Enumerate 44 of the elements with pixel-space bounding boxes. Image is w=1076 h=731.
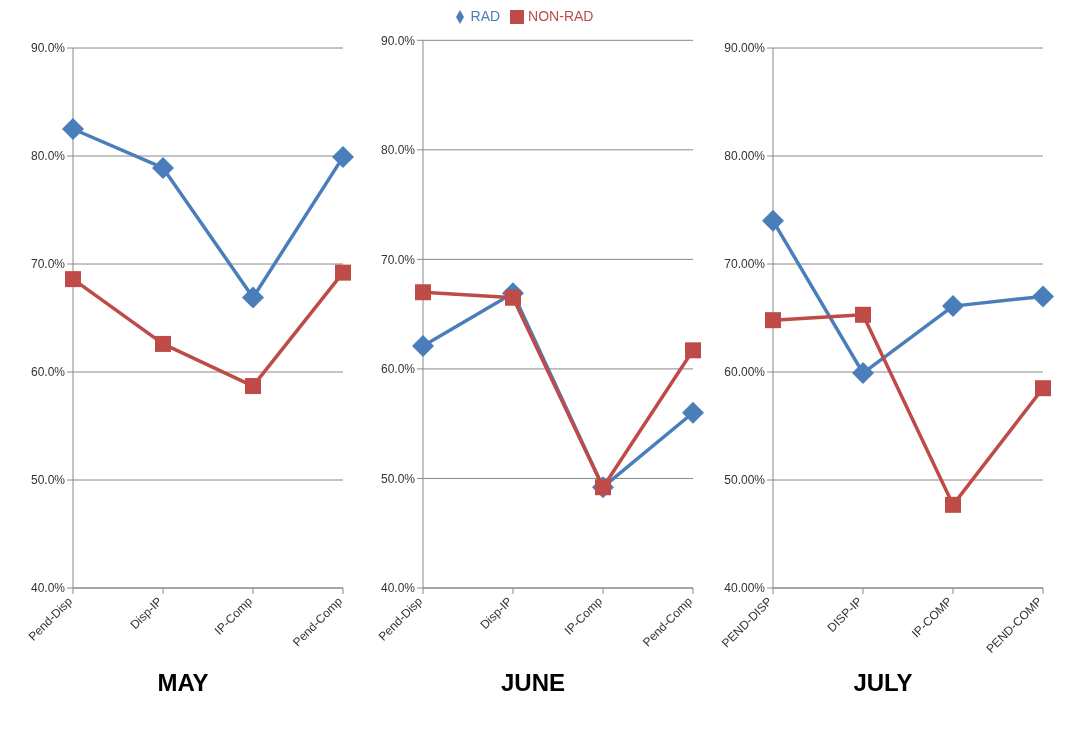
point [762,209,784,232]
y-tick-label: 40.0% [380,581,416,596]
point [765,312,781,329]
point [852,362,874,385]
point [152,156,174,179]
point [65,271,81,288]
legend-label: NON-RAD [528,8,594,24]
point [1035,380,1051,397]
y-tick-label: 70.0% [380,252,416,267]
y-tick-label: 80.0% [30,149,66,164]
y-tick-label: 70.00% [724,257,766,272]
y-tick-label: 80.00% [724,149,766,164]
y-tick-label: 40.00% [724,581,766,596]
y-tick-label: 60.0% [30,365,66,380]
y-tick-label: 60.00% [724,365,766,380]
y-tick-label: 90.0% [30,41,66,56]
legend-label: RAD [470,8,501,24]
point [62,118,84,140]
y-tick-label: 70.0% [30,257,66,272]
y-tick-label: 50.00% [724,473,766,488]
text: MAY [157,669,209,697]
point [942,295,964,318]
point [505,289,521,306]
point [412,334,434,357]
point [155,335,171,352]
text: JULY [853,669,913,697]
text: JUNE [500,669,566,697]
point [855,306,871,323]
point [682,401,704,424]
point [335,264,351,281]
point [242,286,264,309]
point [332,146,354,169]
y-tick-label: 40.0% [30,581,66,596]
point [415,284,431,301]
y-tick-label: 50.0% [380,471,416,486]
point [245,378,261,395]
point [1032,285,1054,308]
point [945,496,961,513]
y-tick-label: 90.00% [724,41,766,56]
y-tick-label: 60.0% [380,362,416,377]
y-tick-label: 50.0% [30,473,66,488]
y-tick-label: 90.0% [380,33,416,48]
point [685,342,701,359]
y-tick-label: 80.0% [380,143,416,158]
